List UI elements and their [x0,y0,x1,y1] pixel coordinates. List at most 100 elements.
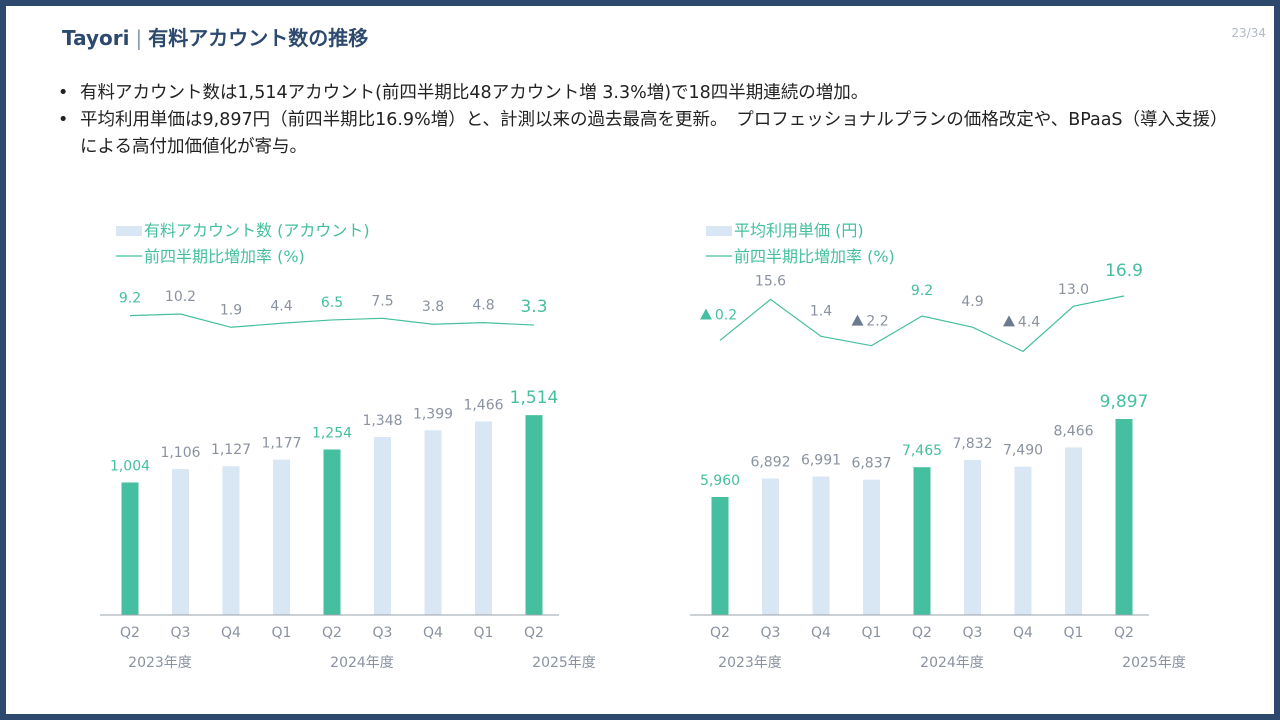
bar [1115,419,1133,615]
bar [222,466,240,615]
page-number: 23/34 [1231,26,1266,40]
brand-name: Tayori [62,26,130,50]
title-separator: | [135,26,143,50]
legend-line-label: 前四半期比増加率 (%) [144,247,305,266]
legend-bar-swatch [706,226,732,236]
title-text: 有料アカウント数の推移 [148,26,369,50]
bar-value-label: 7,490 [1003,443,1043,459]
x-tick-label: Q3 [761,625,781,641]
rate-value-label: 3.8 [422,299,444,315]
bar-value-label: 1,348 [362,413,402,429]
negative-triangle-marker [851,314,864,326]
bullet-item: • 有料アカウント数は1,514アカウント(前四半期比48アカウント増 3.3%… [58,80,1228,107]
rate-line [719,295,1125,353]
bar-value-label: 8,466 [1053,423,1093,439]
rate-value-label: 4.9 [961,294,983,310]
bullet-item: • 平均利用単価は9,897円（前四半期比16.9%増）と、計測以来の過去最高を… [58,107,1228,161]
bar [323,449,341,615]
x-tick-label: Q2 [524,625,544,641]
rate-value-label: 1.9 [220,302,242,318]
bar-value-label: 1,514 [510,388,559,408]
x-tick-label: Q2 [322,625,342,641]
rate-value-label: 7.5 [371,293,393,309]
bar [374,437,391,615]
x-tick-label: Q1 [1064,625,1084,641]
x-tick-label: Q2 [912,625,932,641]
rate-value-label: 4.8 [472,298,494,314]
negative-triangle-marker [700,308,712,320]
bar [762,478,779,615]
x-tick-label: Q1 [474,625,494,641]
legend-bar-label: 有料アカウント数 (アカウント) [144,221,370,240]
bar [121,482,139,615]
x-tick-label: Q3 [963,625,983,641]
bar-value-label: 7,832 [952,436,992,452]
legend-line-label: 前四半期比増加率 (%) [734,247,895,266]
rate-value-label: 4.4 [270,298,292,314]
bar [475,421,492,615]
avg-price-chart: 平均利用単価 (円) 前四半期比増加率 (%) 0.2 15.6 1.4 2.2 9.2 4.… [690,221,1186,671]
rate-value-label: 9.2 [911,283,933,299]
x-tick-label: Q2 [1114,625,1134,641]
bar-value-label: 1,254 [312,425,352,441]
bar-value-label: 5,960 [700,473,740,489]
bullet-dot: • [58,110,69,130]
bar [863,479,880,615]
bar-value-label: 7,465 [902,443,942,459]
accounts-chart: 有料アカウント数 (アカウント) 前四半期比増加率 (%) 9.2 10.2 1.9 4.… [100,221,596,671]
rate-value-label: 15.6 [755,273,786,289]
bar-value-label: 6,837 [851,456,891,472]
bar-value-label: 6,892 [750,455,790,471]
bar-value-label: 1,004 [110,458,150,474]
bullet-list: • 有料アカウント数は1,514アカウント(前四半期比48アカウント増 3.3%… [58,80,1228,161]
x-tick-label: Q4 [221,625,241,641]
rate-value-label: 4.4 [1018,314,1040,330]
bar-value-label: 1,127 [211,442,251,458]
bullet-text-1: 有料アカウント数は1,514アカウント(前四半期比48アカウント増 3.3%増)… [80,83,869,103]
bar-value-label: 1,106 [160,445,200,461]
page-title: Tayori | 有料アカウント数の推移 [62,22,368,51]
fiscal-year-label: 2023年度 [718,655,782,671]
bar [1065,447,1082,615]
bar [812,476,830,615]
bar [424,430,442,615]
bar [964,459,981,615]
bar [711,496,729,615]
bar [1014,466,1032,615]
fiscal-year-label: 2023年度 [128,655,192,671]
rate-value-label: 13.0 [1058,282,1089,298]
x-tick-label: Q4 [811,625,831,641]
x-tick-label: Q1 [862,625,882,641]
bar [273,459,290,615]
x-tick-label: Q4 [1013,625,1033,641]
fiscal-year-label: 2025年度 [532,655,596,671]
bullet-text-2: 平均利用単価は9,897円（前四半期比16.9%増）と、計測以来の過去最高を更新… [80,110,1228,157]
legend-bar-label: 平均利用単価 (円) [734,221,864,240]
bar-value-label: 6,991 [801,453,841,469]
negative-triangle-marker [1003,315,1015,327]
rate-value-label: 3.3 [520,297,547,317]
x-tick-label: Q2 [120,625,140,641]
bullet-dot: • [58,83,69,103]
rate-value-label: 6.5 [321,295,343,311]
fiscal-year-label: 2024年度 [330,655,394,671]
x-tick-label: Q4 [423,625,443,641]
bar [172,469,189,615]
fiscal-year-label: 2024年度 [920,655,984,671]
rate-value-label: 0.2 [715,307,737,323]
bar-value-label: 9,897 [1100,392,1149,412]
rate-value-label: 16.9 [1105,261,1143,281]
bar-value-label: 1,399 [413,406,453,422]
bar-value-label: 1,466 [463,397,503,413]
x-tick-label: Q3 [171,625,191,641]
fiscal-year-label: 2025年度 [1122,655,1186,671]
x-tick-label: Q1 [272,625,292,641]
legend-bar-swatch [116,226,142,236]
x-tick-label: Q2 [710,625,730,641]
rate-line [129,313,535,328]
rate-value-label: 2.2 [866,314,888,330]
bar-value-label: 1,177 [261,436,301,452]
bar [525,415,543,615]
rate-value-label: 9.2 [119,291,141,307]
